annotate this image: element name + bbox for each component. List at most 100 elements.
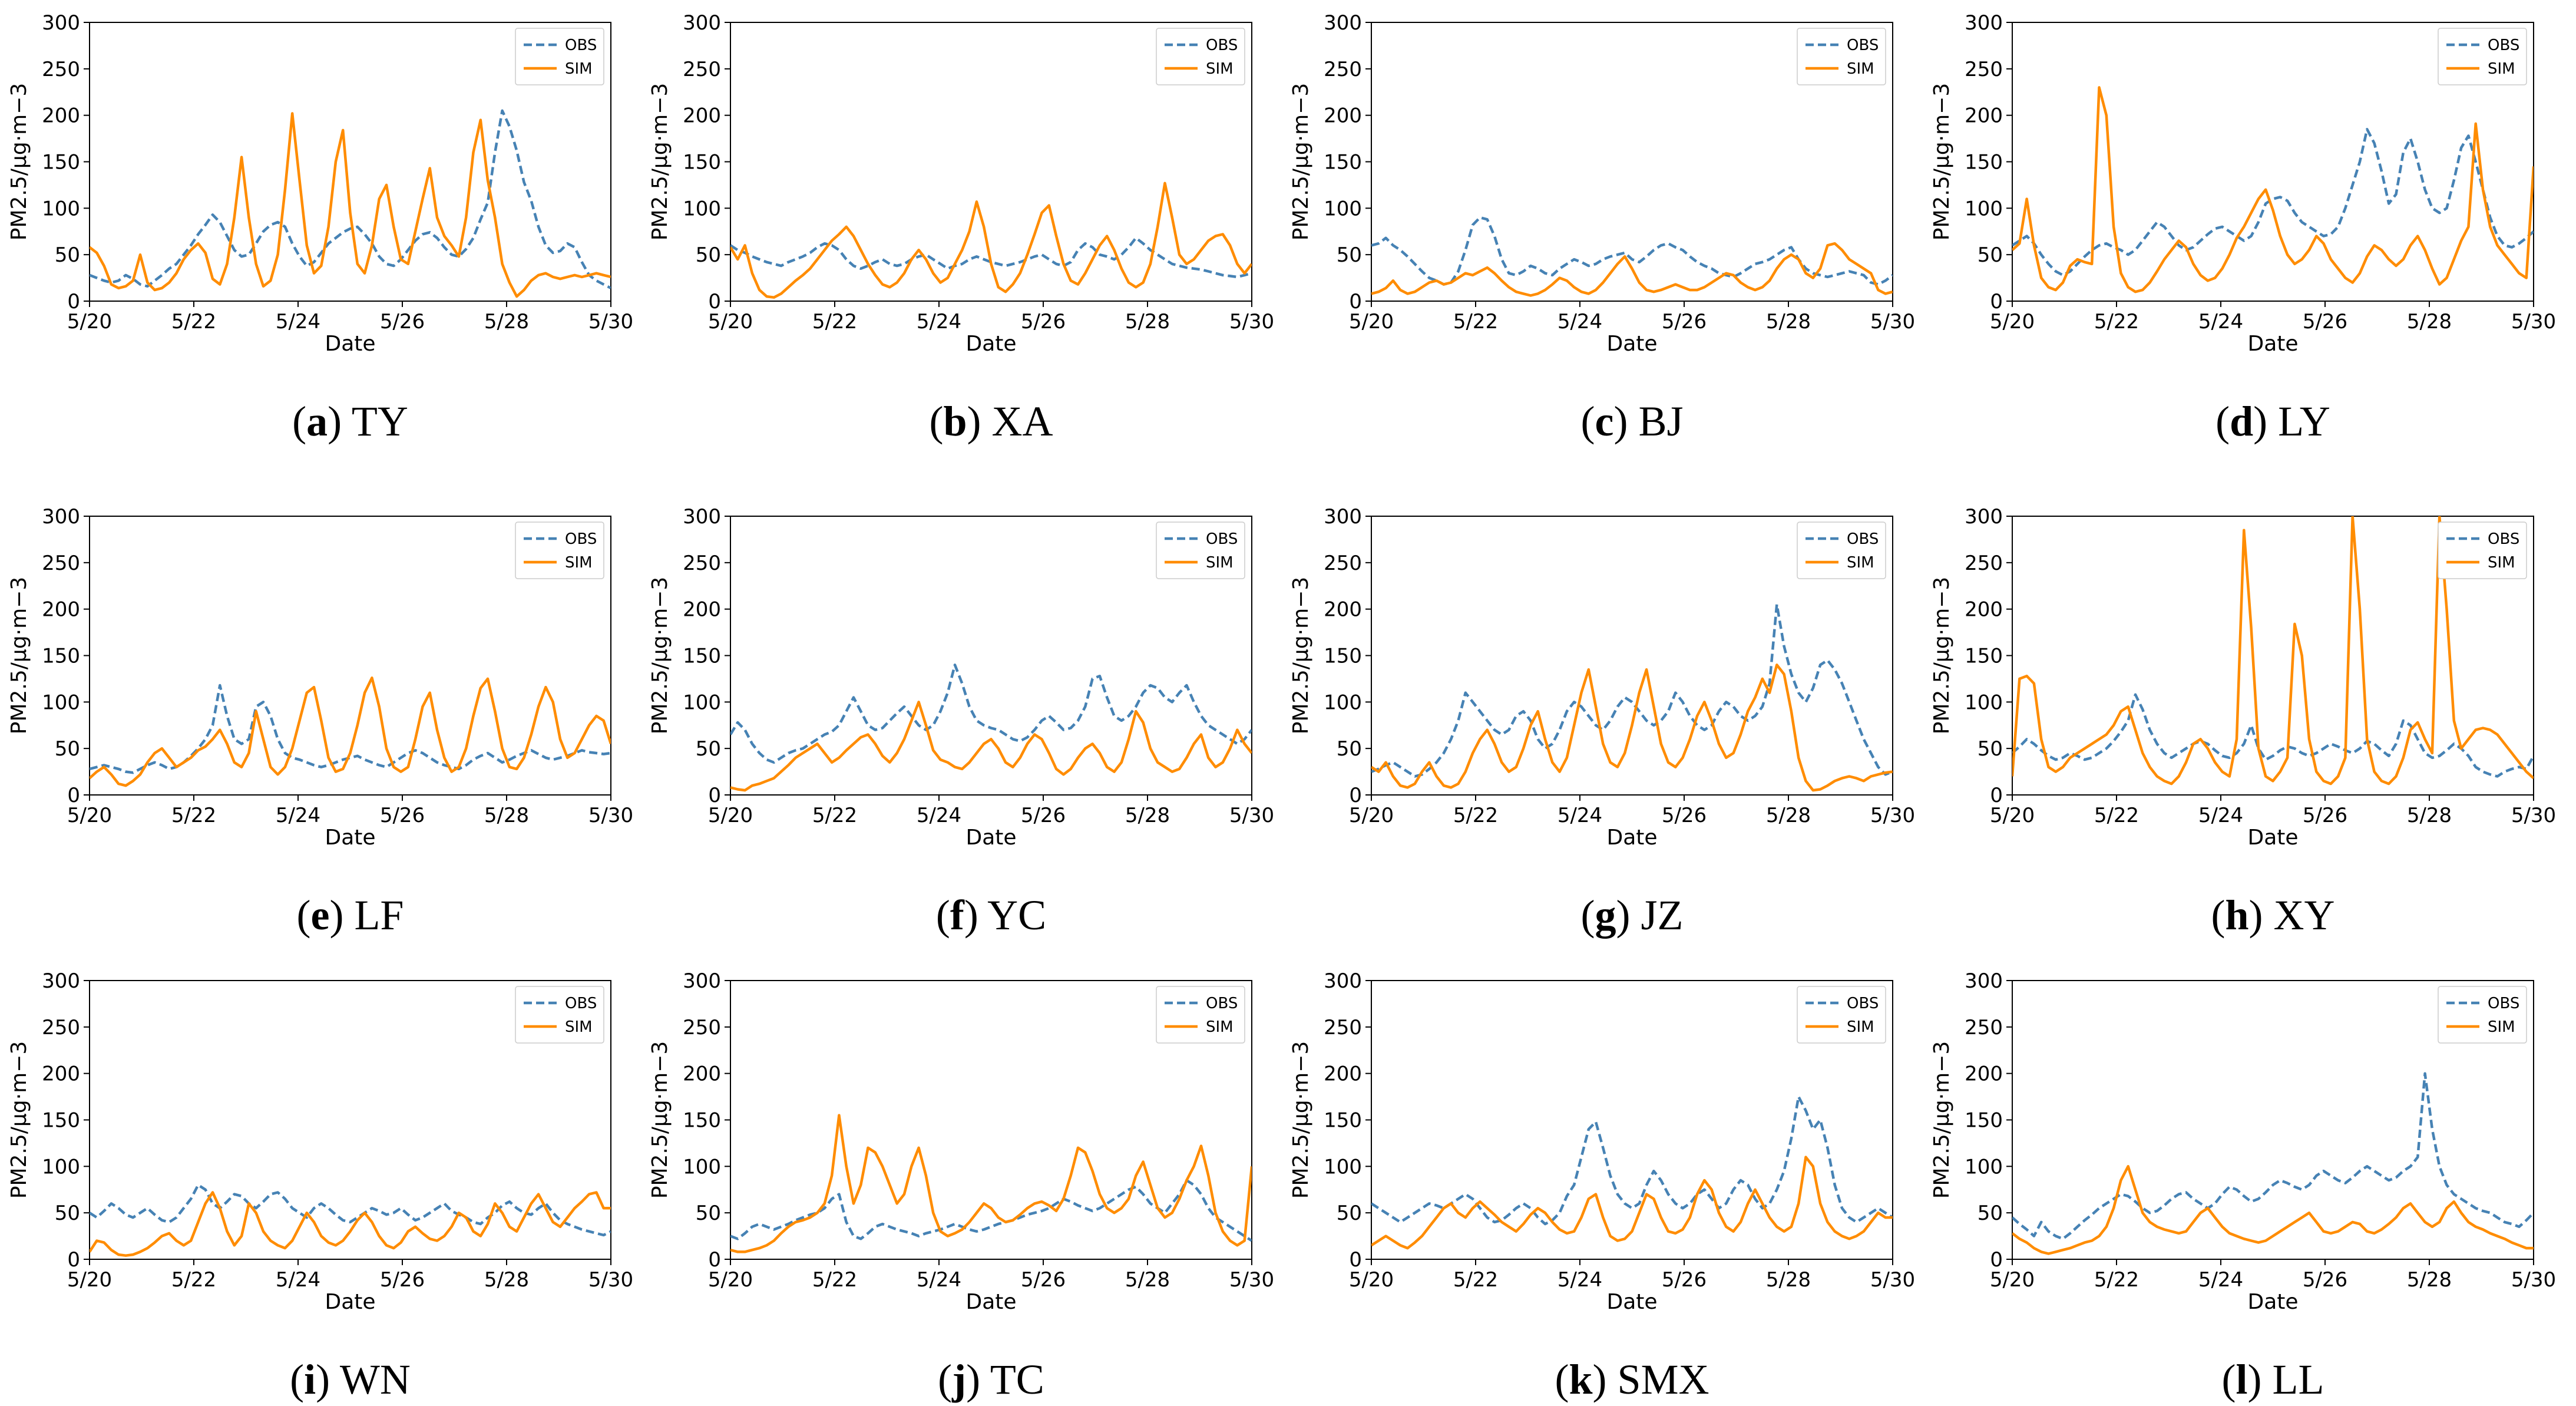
panel-letter: k [1569,1356,1592,1403]
legend: OBS SIM [1797,522,1886,579]
x-tick-label: 5/20 [708,1268,753,1292]
series-group [730,181,1252,299]
y-tick-label: 250 [1965,58,2003,81]
x-tick-label: 5/26 [2303,804,2347,827]
legend: OBS SIM [515,28,604,85]
series-group [1371,1095,1893,1250]
legend-label-obs: OBS [1847,37,1879,54]
y-tick-label: 250 [1965,1016,2003,1039]
x-tick-label: 5/24 [276,1268,320,1292]
chart-k: 0 50 100 150 200 250 300 5/20 5/22 5/24 5/26 5/28 5/… [1289,969,1915,1403]
panel-letter: f [950,892,965,939]
x-tick-label: 5/30 [588,310,633,334]
series-group [1371,216,1893,297]
series-sim-line [2012,1165,2534,1255]
x-tick-label: 5/22 [812,1268,857,1292]
y-tick-label: 100 [42,1155,80,1179]
panel-letter: a [306,398,328,445]
x-tick-label: 5/26 [1662,310,1707,334]
x-tick-label: 5/20 [67,310,112,334]
y-tick-label: 250 [42,552,80,575]
legend-label-sim: SIM [565,1018,593,1036]
panel-letter: e [311,892,330,939]
y-axis-title: PM2.5/μg·m−3 [1930,83,1954,241]
x-tick-label: 5/30 [1229,1268,1274,1292]
panel-station: BJ [1638,398,1683,445]
x-tick-label: 5/22 [812,804,857,827]
x-axis-title: Date [2247,1290,2298,1314]
legend-box [2438,522,2527,579]
legend-box [1797,986,1886,1044]
y-tick-label: 150 [1324,645,1362,668]
y-tick-label: 250 [1324,58,1362,81]
panel-caption: (h) XY [2211,892,2334,939]
x-tick-label: 5/22 [2094,1268,2139,1292]
x-tick-label: 5/24 [917,310,961,334]
y-tick-label: 100 [1965,691,2003,714]
series-group [2012,516,2534,785]
y-tick-label: 250 [1324,1016,1362,1039]
panel-station: TC [990,1356,1044,1403]
x-tick-label: 5/24 [1557,1268,1602,1292]
x-tick-label: 5/28 [484,1268,529,1292]
panel-caption: (e) LF [297,892,404,939]
panel-station: JZ [1641,892,1683,939]
x-tick-label: 5/26 [1662,1268,1707,1292]
series-sim-line [730,181,1252,299]
x-tick-label: 5/20 [1349,804,1394,827]
x-tick-label: 5/30 [1229,310,1274,334]
series-obs-line [1371,216,1893,286]
x-tick-label: 5/22 [1453,804,1498,827]
x-axis-title: Date [325,826,375,850]
y-tick-label: 50 [55,1202,80,1225]
chart-l: 0 50 100 150 200 250 300 5/20 5/22 5/24 5/26 5/28 5/… [1930,969,2556,1403]
y-tick-label: 150 [683,151,721,174]
y-tick-label: 50 [1978,1202,2003,1225]
y-tick-label: 100 [1965,1155,2003,1179]
legend-box [1156,522,1245,579]
chart-j: 0 50 100 150 200 250 300 5/20 5/22 5/24 5/26 5/28 5/… [648,969,1274,1403]
y-tick-label: 250 [683,552,721,575]
x-tick-label: 5/28 [484,310,529,334]
y-tick-label: 150 [1965,1109,2003,1133]
series-obs-line [2012,1072,2534,1240]
legend: OBS SIM [1156,28,1245,85]
panel-caption: (b) XA [929,398,1053,445]
chart-i: 0 50 100 150 200 250 300 5/20 5/22 5/24 5/26 5/28 5/… [7,969,633,1403]
series-group [1371,603,1893,792]
legend: OBS SIM [1797,28,1886,85]
y-tick-label: 300 [683,505,721,529]
chart-d: 0 50 100 150 200 250 300 5/20 5/22 5/24 5/26 5/28 5/… [1930,11,2556,445]
x-tick-label: 5/24 [2198,804,2243,827]
y-axis-title: PM2.5/μg·m−3 [1289,1041,1313,1199]
chart-e: 0 50 100 150 200 250 300 5/20 5/22 5/24 5/26 5/28 5/… [7,505,633,939]
x-axis-title: Date [1606,826,1657,850]
panel-station: TY [352,398,408,445]
y-tick-label: 300 [42,11,80,35]
x-tick-label: 5/26 [380,804,425,827]
panel-station: SMX [1617,1356,1709,1403]
series-group [90,676,611,787]
legend-label-obs: OBS [2488,530,2519,548]
legend-label-obs: OBS [565,37,597,54]
y-tick-label: 100 [1324,197,1362,220]
series-obs-line [730,664,1252,764]
x-tick-label: 5/20 [1990,1268,2035,1292]
x-tick-label: 5/30 [2511,310,2556,334]
chart-a: 0 50 100 150 200 250 300 5/20 5/22 5/24 5/26 5/28 5/… [7,11,633,445]
legend: OBS SIM [1797,986,1886,1044]
x-tick-label: 5/26 [2303,1268,2347,1292]
series-obs-line [1371,1095,1893,1226]
legend-label-sim: SIM [1206,554,1234,572]
x-tick-label: 5/30 [2511,804,2556,827]
series-sim-line [90,676,611,787]
series-sim-line [2012,516,2534,785]
x-axis-title: Date [1606,1290,1657,1314]
x-tick-label: 5/22 [171,310,216,334]
x-tick-label: 5/26 [1021,310,1066,334]
panel-station: XA [992,398,1053,445]
y-tick-label: 0 [708,290,721,313]
panel-letter: b [943,398,967,445]
y-tick-label: 250 [683,1016,721,1039]
y-tick-label: 0 [67,1248,80,1272]
